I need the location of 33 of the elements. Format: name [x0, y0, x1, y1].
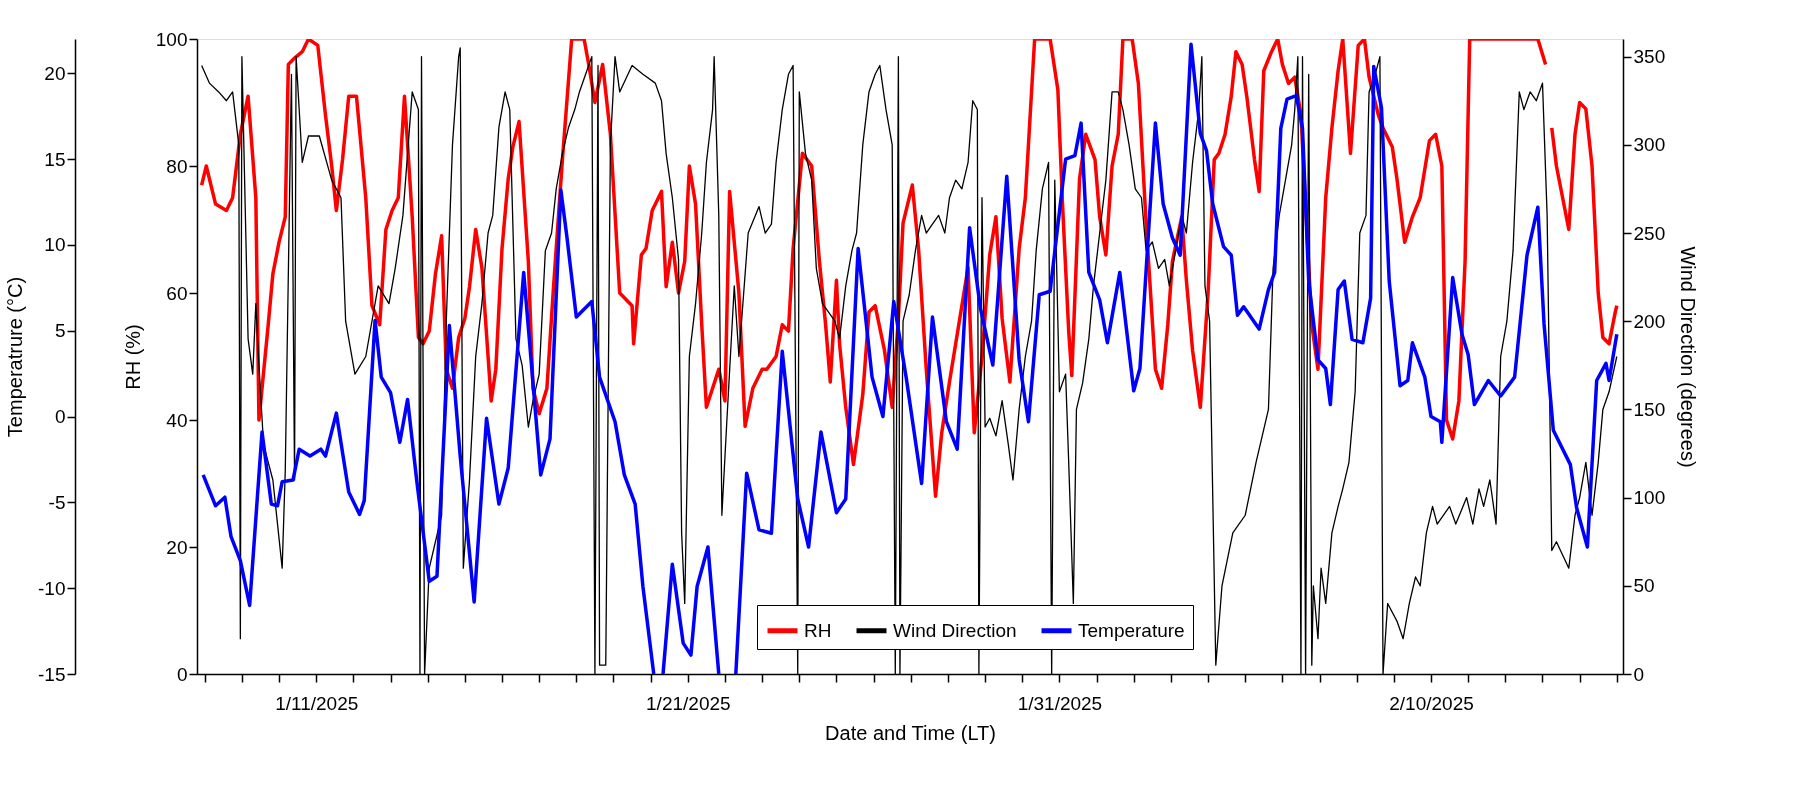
y-tick-label: 100 — [155, 28, 188, 50]
legend-label: Wind Direction — [893, 619, 1017, 641]
y2-tick-label: 50 — [1633, 575, 1655, 597]
y2-tick-label: 350 — [1633, 46, 1666, 68]
y2-tick-label: 0 — [1633, 663, 1645, 685]
y-tick-label: 80 — [166, 155, 188, 177]
y3-tick-label: 15 — [44, 148, 66, 170]
y2-tick-label: 150 — [1633, 398, 1666, 420]
x-tick-label: 1/31/2025 — [1017, 692, 1103, 714]
y-tick-label: 60 — [166, 282, 188, 304]
y2-tick-label: 300 — [1633, 134, 1666, 156]
x-tick-label: 1/11/2025 — [275, 692, 359, 714]
y3-axis-title: Temperatrure (°C) — [4, 276, 27, 438]
y3-tick-label: -10 — [38, 577, 66, 599]
y3-tick-label: 20 — [44, 62, 66, 84]
y-axis-title: RH (%) — [121, 324, 144, 390]
y3-tick-label: 0 — [54, 406, 66, 428]
y2-tick-label: 200 — [1633, 310, 1666, 332]
legend-label: Temperature — [1078, 619, 1185, 641]
x-axis-title: Date and Time (LT) — [825, 721, 996, 744]
y3-tick-label: 5 — [54, 320, 66, 342]
y-tick-label: 40 — [166, 409, 188, 431]
y-tick-label: 0 — [176, 663, 188, 685]
x-tick-label: 2/10/2025 — [1389, 692, 1474, 714]
y2-tick-label: 100 — [1633, 487, 1666, 509]
y-tick-label: 20 — [166, 536, 188, 558]
x-tick-label: 1/21/2025 — [646, 692, 731, 714]
y2-tick-label: 250 — [1633, 222, 1666, 244]
y3-tick-label: -5 — [48, 491, 66, 513]
legend-label: RH — [804, 619, 832, 641]
y2-axis-title: Wind Direction (degrees) — [1677, 246, 1700, 468]
y3-tick-label: -15 — [38, 663, 66, 685]
y3-tick-label: 10 — [44, 234, 66, 256]
